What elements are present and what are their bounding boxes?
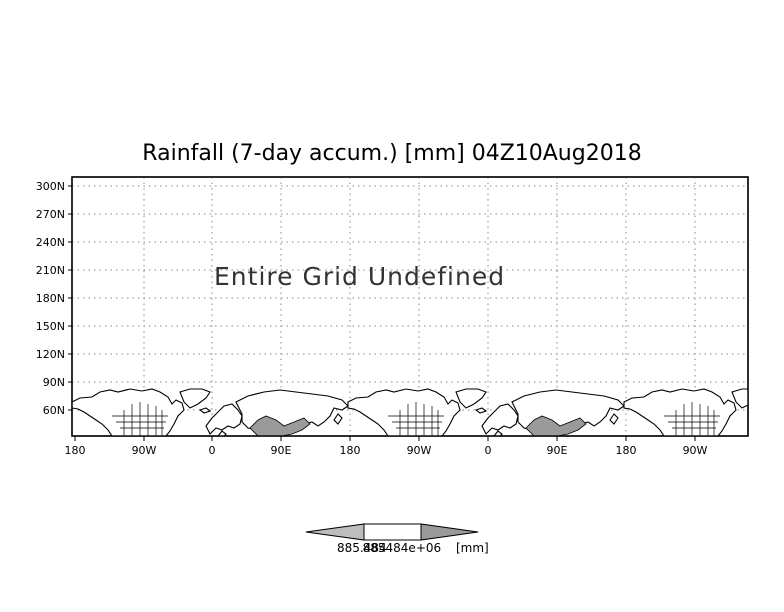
legend-value-labels: 885.484885484e+06 — [337, 541, 441, 555]
legend-min-label: 885.484 — [337, 541, 387, 555]
lon-label: 90E — [271, 444, 292, 457]
lon-label: 180 — [340, 444, 361, 457]
lon-axis: 180 90W 0 90E 180 90W 0 90E 180 90W — [65, 436, 708, 457]
lon-label: 90W — [407, 444, 432, 457]
lat-label: 120N — [36, 348, 65, 361]
lat-label: 300N — [36, 180, 65, 193]
lon-label: 90W — [132, 444, 157, 457]
color-bar — [305, 523, 479, 541]
coastlines — [72, 388, 748, 436]
lat-label: 150N — [36, 320, 65, 333]
undefined-message: Entire Grid Undefined — [214, 262, 506, 291]
lon-label: 180 — [65, 444, 86, 457]
lon-label: 90E — [547, 444, 568, 457]
legend-max-label: 885484e+06 — [362, 541, 442, 555]
lat-label: 210N — [36, 264, 65, 277]
lat-label: 240N — [36, 236, 65, 249]
lat-label: 180N — [36, 292, 65, 305]
legend-unit: [mm] — [456, 541, 489, 555]
lat-label: 90N — [43, 376, 65, 389]
lat-label: 60N — [43, 404, 65, 417]
lat-axis: 300N 270N 240N 210N 180N 150N 120N 90N 6… — [36, 180, 72, 417]
lon-label: 0 — [485, 444, 492, 457]
legend-right-triangle — [420, 523, 479, 541]
legend-left-triangle — [305, 523, 365, 541]
lon-label: 90W — [683, 444, 708, 457]
lon-label: 0 — [209, 444, 216, 457]
map-title: Rainfall (7-day accum.) [mm] 04Z10Aug201… — [142, 141, 642, 166]
legend-middle-box — [363, 523, 422, 541]
lat-label: 270N — [36, 208, 65, 221]
lon-label: 180 — [616, 444, 637, 457]
